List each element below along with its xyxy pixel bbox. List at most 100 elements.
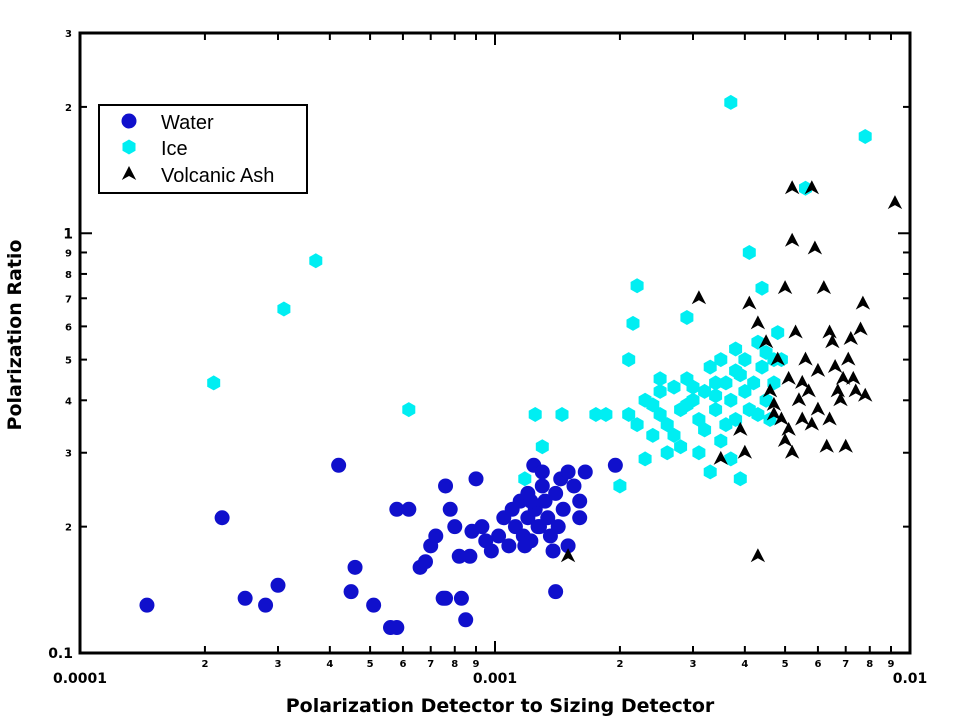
ice-point xyxy=(724,94,738,110)
water-point xyxy=(577,464,593,480)
ice-point xyxy=(719,375,733,391)
volcanic-ash-point xyxy=(838,438,853,453)
volcanic-ash-point xyxy=(825,334,840,349)
ice-point xyxy=(714,433,728,449)
water-point xyxy=(462,548,478,564)
water-point xyxy=(331,457,347,473)
volcanic-ash-point xyxy=(846,370,861,385)
ice-point xyxy=(799,180,812,196)
water-point xyxy=(389,501,405,517)
volcanic-ash-point xyxy=(742,295,757,310)
water-point xyxy=(453,590,469,606)
x-minor-tick-label: 7 xyxy=(427,659,434,670)
ice-point xyxy=(277,301,291,317)
ice-point xyxy=(660,417,674,433)
water-point xyxy=(428,528,444,544)
ice-point xyxy=(207,375,221,391)
ice-point xyxy=(703,464,717,480)
volcanic-ash-point xyxy=(777,280,793,295)
volcanic-ash-point xyxy=(762,383,778,398)
water-point xyxy=(545,543,561,559)
volcanic-ash-point xyxy=(791,392,807,407)
ice-point xyxy=(709,402,723,418)
water-point xyxy=(438,590,454,606)
y-minor-tick-label: 6 xyxy=(65,322,72,333)
water-point xyxy=(483,543,499,559)
ice-point xyxy=(759,392,773,408)
ice-point xyxy=(692,412,706,427)
volcanic-ash-point xyxy=(784,232,800,247)
y-tick-label: 0.1 xyxy=(48,646,73,662)
volcanic-ash-point xyxy=(830,383,846,398)
volcanic-ash-point xyxy=(804,180,820,195)
y-minor-tick-label: 4 xyxy=(65,396,72,407)
water-point xyxy=(537,493,553,509)
ice-point xyxy=(729,341,743,357)
water-point xyxy=(548,584,564,600)
legend-marker-ice xyxy=(122,139,136,155)
ice-point xyxy=(589,407,603,422)
volcanic-ash-point xyxy=(766,406,782,421)
volcanic-ash-point xyxy=(784,180,800,195)
ice-point xyxy=(622,407,636,422)
ice-point xyxy=(309,253,323,269)
ice-point xyxy=(709,375,723,391)
ice-point xyxy=(686,379,700,395)
ice-point xyxy=(729,363,743,379)
x-axis-title: Polarization Detector to Sizing Detector xyxy=(286,695,715,717)
x-minor-tick-label: 9 xyxy=(473,659,480,670)
volcanic-ash-point xyxy=(819,438,834,453)
x-minor-tick-label: 8 xyxy=(866,659,873,670)
ice-point xyxy=(680,310,694,325)
x-minor-tick-label: 4 xyxy=(326,659,333,670)
ice-point xyxy=(646,427,660,443)
volcanic-ash-point xyxy=(887,195,903,210)
x-minor-tick-label: 6 xyxy=(399,659,406,670)
ice-point xyxy=(724,451,738,467)
ice-point xyxy=(528,407,542,422)
water-point xyxy=(347,559,363,575)
ice-point xyxy=(771,325,785,341)
volcanic-ash-point xyxy=(750,315,766,330)
x-minor-tick-label: 9 xyxy=(888,659,895,670)
x-minor-tick-label: 3 xyxy=(275,659,282,670)
ice-point xyxy=(630,417,644,433)
volcanic-ash-point xyxy=(766,396,782,411)
volcanic-ash-point xyxy=(737,444,753,459)
ice-point xyxy=(692,445,706,461)
x-minor-tick-label: 8 xyxy=(451,659,458,670)
legend-markers xyxy=(121,113,137,180)
water-point xyxy=(214,510,230,526)
water-point xyxy=(534,464,550,480)
ice-point xyxy=(719,417,733,433)
ice-point xyxy=(555,407,569,422)
ice-point xyxy=(674,439,688,455)
ice-point xyxy=(622,352,636,368)
volcanic-ash-point xyxy=(810,362,826,377)
x-minor-tick-label: 6 xyxy=(814,659,821,670)
x-tick-label: 0.01 xyxy=(893,671,928,687)
y-minor-tick-label: 2 xyxy=(65,523,72,534)
water-point xyxy=(534,478,550,494)
water-point xyxy=(572,493,588,509)
water-point xyxy=(607,457,623,473)
x-axis: 0.0001 0.001 0.01 2 3 4 5 6 7 8 9 2 3 4 5 6 7 8 9 xyxy=(53,33,927,687)
ice-point xyxy=(738,383,752,399)
ice-point xyxy=(755,359,769,375)
ice-point xyxy=(724,392,738,408)
volcanic-ash-point xyxy=(810,401,826,416)
ice-point xyxy=(703,359,717,375)
water-point xyxy=(555,501,571,517)
water-point xyxy=(531,519,547,535)
y-minor-tick-label: 3 xyxy=(65,29,72,40)
ice-point xyxy=(742,245,756,260)
x-minor-tick-label: 2 xyxy=(616,659,623,670)
ice-point xyxy=(755,280,769,296)
volcanic-ash-point xyxy=(798,351,813,366)
ice-point xyxy=(653,371,667,387)
legend-marker-volcanic-ash xyxy=(121,166,137,180)
ice-point xyxy=(518,471,532,487)
ice-point xyxy=(680,397,694,413)
x-minor-tick-label: 7 xyxy=(842,659,849,670)
volcanic-ash-point xyxy=(691,290,707,305)
